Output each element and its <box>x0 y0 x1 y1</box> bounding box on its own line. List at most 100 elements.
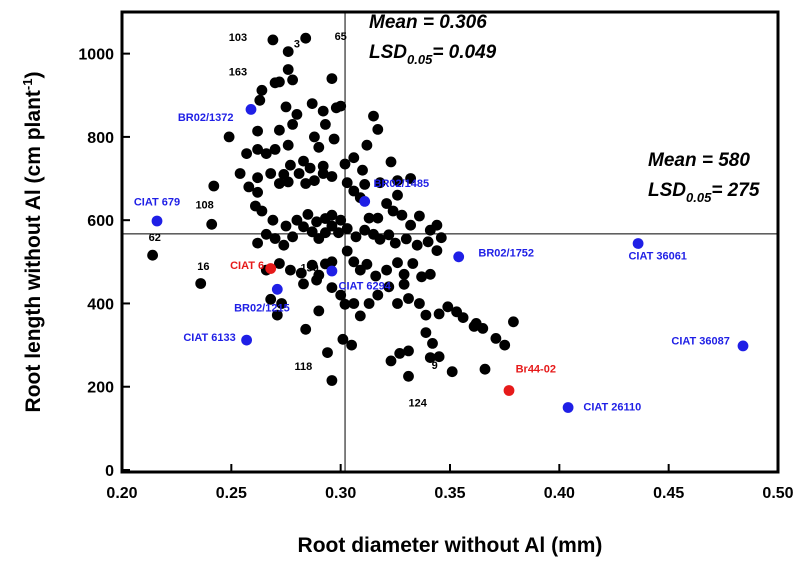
black-data-point <box>400 233 412 245</box>
y-tick-label: 400 <box>87 296 114 313</box>
black-data-point <box>354 310 366 322</box>
point-label: 16 <box>197 261 209 273</box>
black-data-point <box>420 327 432 338</box>
black-data-point <box>280 101 292 113</box>
y-axis-label: Root length without Al (cm plant-1) <box>20 72 45 413</box>
black-data-point <box>208 180 220 192</box>
black-data-point <box>311 274 322 286</box>
black-data-point <box>269 233 281 244</box>
black-data-point <box>298 278 309 290</box>
y-axis-label-main: Root length without Al (cm plant <box>22 90 45 412</box>
blue-data-point <box>245 104 257 115</box>
black-data-point <box>433 351 445 363</box>
x-tick-label: 0.35 <box>434 485 465 502</box>
black-data-point <box>339 158 351 170</box>
black-data-point <box>424 268 436 280</box>
black-data-point <box>282 46 294 57</box>
black-data-point <box>320 119 331 130</box>
black-data-point <box>407 258 419 269</box>
black-data-point <box>309 175 320 187</box>
black-data-point <box>337 333 349 345</box>
black-data-point <box>427 338 438 349</box>
black-data-point <box>416 271 427 283</box>
black-data-point <box>278 239 290 251</box>
point-label: 103 <box>229 32 247 44</box>
black-data-point <box>431 245 443 256</box>
black-data-point <box>285 159 296 171</box>
black-data-point <box>287 74 298 86</box>
black-data-point <box>490 333 502 344</box>
y-axis-label-end: ) <box>22 72 45 79</box>
lsd-diameter-annotation: LSD0.05= 0.049 <box>369 42 497 67</box>
red-data-point <box>265 263 277 274</box>
black-data-point <box>339 298 351 310</box>
black-data-point <box>372 289 384 301</box>
black-data-point <box>405 173 416 184</box>
black-data-point <box>348 298 360 309</box>
point-label: CIAT 36087 <box>671 335 730 347</box>
mean-length-annotation: Mean = 580 <box>648 150 750 171</box>
black-data-point <box>298 155 309 167</box>
black-data-point <box>276 298 287 309</box>
x-tick-label: 0.30 <box>325 485 356 502</box>
black-data-point <box>280 220 292 232</box>
point-label: BR02/1485 <box>374 178 430 190</box>
black-data-point <box>291 214 303 226</box>
black-data-point <box>385 355 397 367</box>
black-data-point <box>300 178 312 189</box>
black-data-point <box>269 77 281 89</box>
black-data-point <box>260 148 272 160</box>
black-data-point <box>350 231 362 243</box>
black-data-point <box>274 124 285 136</box>
black-data-point <box>403 293 414 304</box>
black-data-point <box>433 308 445 320</box>
plot-background <box>122 12 778 472</box>
black-data-point <box>271 309 283 321</box>
black-data-point <box>446 366 458 378</box>
x-tick-label: 0.40 <box>544 485 575 502</box>
black-data-point <box>206 218 218 230</box>
black-data-point <box>361 139 373 151</box>
point-label: 163 <box>229 66 247 78</box>
black-data-point <box>326 256 338 268</box>
y-tick-label: 800 <box>87 130 114 147</box>
black-data-point <box>357 164 368 176</box>
black-data-point <box>274 258 285 269</box>
black-data-point <box>285 264 296 276</box>
black-data-point <box>306 226 318 238</box>
black-data-point <box>282 139 294 151</box>
black-data-point <box>422 236 434 248</box>
point-label: CIAT 679 <box>134 197 180 209</box>
black-data-point <box>368 110 379 122</box>
black-data-point <box>499 339 511 351</box>
black-data-point <box>398 268 410 280</box>
lsd-length-annotation: LSD0.05= 275 <box>648 180 760 205</box>
black-data-point <box>383 229 395 241</box>
point-label: BR02/1215 <box>234 302 290 314</box>
black-data-point <box>392 257 403 269</box>
point-label: CIAT 6133 <box>183 332 235 344</box>
black-data-point <box>252 237 263 249</box>
black-data-point <box>252 172 263 184</box>
black-data-point <box>435 232 447 244</box>
black-data-point <box>414 210 425 222</box>
black-data-point <box>322 347 333 358</box>
point-label: 124 <box>409 398 428 410</box>
x-tick-label: 0.45 <box>653 485 684 502</box>
blue-data-point <box>453 251 465 263</box>
black-data-point <box>403 370 414 382</box>
x-axis-ticks: 0.20 0.25 0.30 0.35 0.40 0.45 0.50 <box>106 464 794 502</box>
black-data-point <box>335 289 347 301</box>
black-data-point <box>243 181 255 193</box>
black-data-point <box>341 223 353 234</box>
black-data-point <box>313 141 325 153</box>
black-data-point <box>326 171 338 182</box>
point-label: CIAT 6 <box>230 260 264 272</box>
black-data-point <box>392 175 403 187</box>
black-data-point <box>372 212 384 224</box>
black-data-point <box>328 133 340 145</box>
point-label: BR02/1752 <box>478 247 534 259</box>
black-data-point <box>361 258 373 270</box>
black-data-point <box>405 219 416 231</box>
